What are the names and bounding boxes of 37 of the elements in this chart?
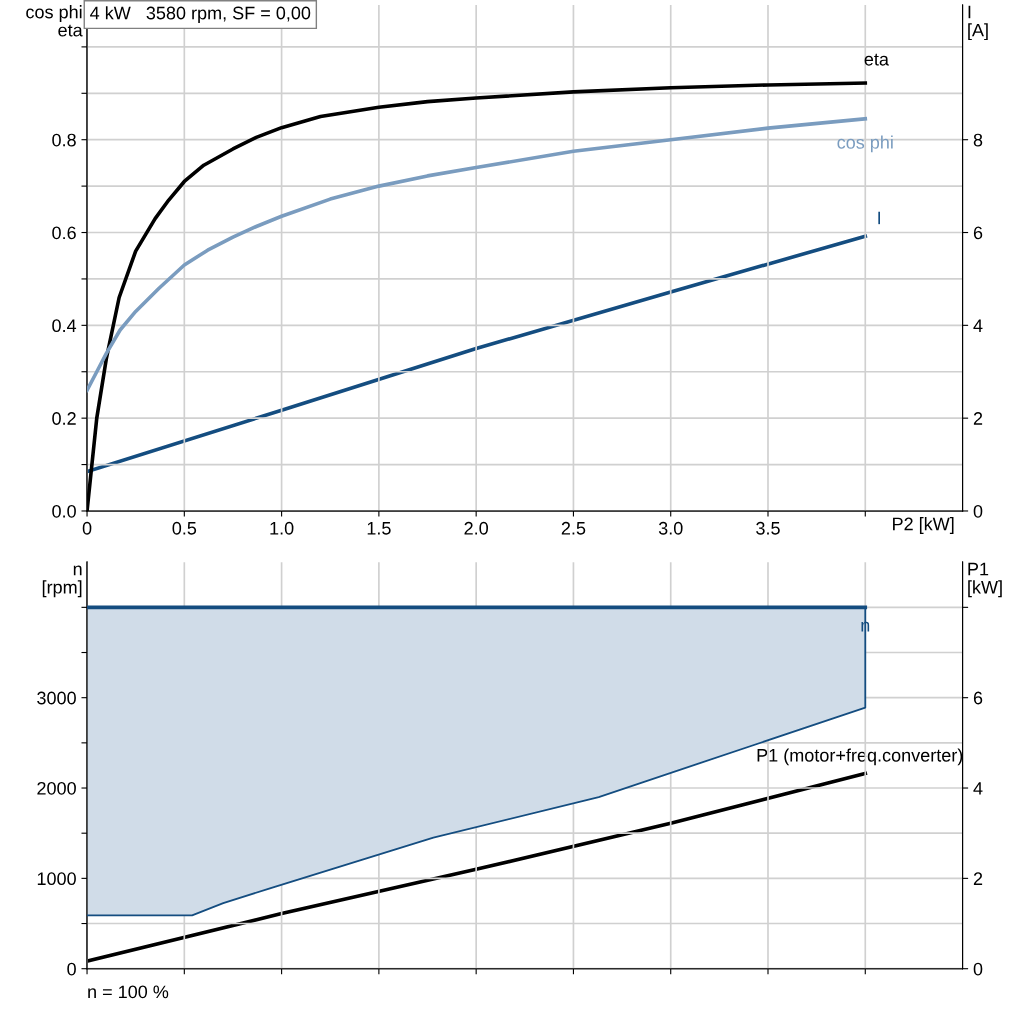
y2-tick-label: 4 — [973, 782, 983, 795]
x-tick-label: 1.5 — [367, 522, 391, 535]
y-tick-label: 0.8 — [52, 133, 76, 147]
y-tick-label: 1000 — [37, 872, 76, 886]
x-tick-label: 2.5 — [561, 521, 586, 535]
y2-tick-label: 2 — [973, 412, 983, 425]
x-axis-title: P2 [kW] — [893, 517, 954, 534]
y-tick-label: 3000 — [37, 691, 76, 705]
y-axis-title: cos phi eta — [26, 5, 83, 37]
y2-tick-label: 6 — [973, 226, 983, 240]
x-tick-label: 1.0 — [270, 521, 294, 535]
y-tick-label: 0.2 — [52, 412, 76, 425]
y-tick-label: 2000 — [37, 781, 76, 795]
series-label: P1 (motor+freq.converter) — [757, 748, 963, 766]
series-label: eta — [864, 53, 889, 66]
text: n = 100 % — [88, 985, 169, 999]
x-tick-label: 0.5 — [172, 521, 197, 535]
series-label: I — [878, 211, 881, 225]
y2-tick-label: 2 — [973, 872, 983, 885]
y2-tick-label: 0 — [973, 962, 983, 976]
x-tick-label: 3.5 — [756, 521, 780, 535]
y2-tick-label: 4 — [973, 319, 983, 332]
y-axis-title: n [rpm] — [42, 565, 82, 598]
y2-tick-label: 8 — [973, 133, 983, 147]
y2-axis-title: I [A] — [968, 5, 988, 41]
y2-tick-label: 0 — [973, 504, 983, 518]
x-tick-label: 3.0 — [658, 521, 683, 535]
series-label: cos phi — [837, 135, 893, 153]
y-tick-label: 0.4 — [52, 319, 77, 333]
x-tick-label: 0 — [82, 521, 92, 535]
y-tick-label: 0.0 — [52, 504, 76, 518]
y-tick-label: 0.6 — [52, 226, 76, 240]
chart-title: 4 kW 3580 rpm, SF = 0,00 — [90, 6, 311, 23]
y2-tick-label: 6 — [973, 691, 983, 705]
y-tick-label: 0 — [67, 962, 76, 976]
x-tick-label: 2.0 — [464, 521, 488, 535]
y2-axis-title: P1 [kW] — [968, 562, 1002, 598]
